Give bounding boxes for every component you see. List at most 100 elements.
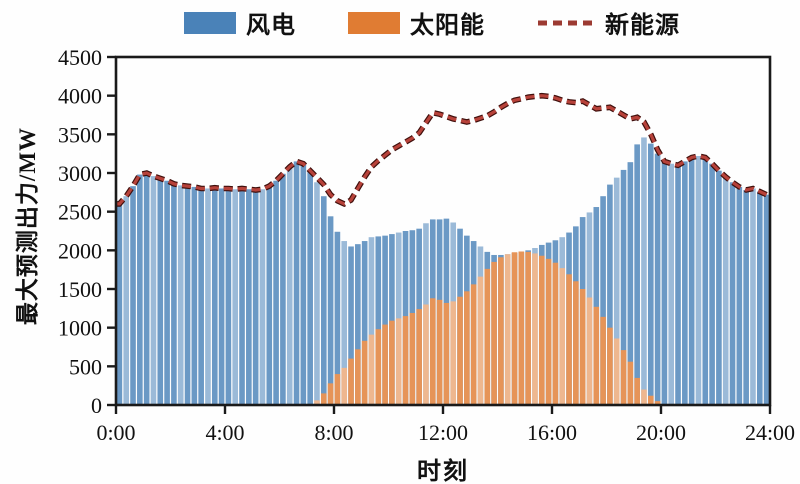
wind-bar [736, 186, 743, 405]
solar-bar [368, 334, 375, 405]
wind-bar [634, 144, 640, 405]
wind-bar [286, 166, 293, 405]
solar-bar [545, 258, 552, 405]
wind-bar [348, 246, 354, 405]
wind-bar [123, 196, 130, 405]
legend-item-wind: 风电 [184, 5, 296, 40]
x-tick-label: 16:00 [527, 420, 577, 445]
y-tick-label: 500 [69, 354, 102, 379]
new-energy-line-swatch [538, 20, 594, 25]
x-tick-label: 8:00 [314, 420, 353, 445]
wind-bar [218, 188, 225, 405]
wind-bar [164, 180, 170, 405]
solar-bar [470, 284, 477, 405]
legend-label-solar: 太阳能 [410, 13, 485, 39]
wind-bar [157, 178, 164, 405]
wind-bar [293, 161, 300, 405]
wind-bar [702, 157, 709, 405]
wind-bar [641, 137, 647, 405]
wind-bar [763, 194, 770, 405]
solar-bar [477, 276, 484, 405]
solar-bar [627, 361, 634, 405]
wind-bar [620, 169, 627, 405]
wind-bar [191, 186, 198, 405]
wind-bar [273, 180, 279, 405]
solar-bar [464, 291, 470, 405]
solar-bar [538, 255, 545, 405]
x-axis-title: 时刻 [417, 459, 469, 484]
wind-bar [743, 190, 749, 405]
wind-bar [150, 176, 157, 405]
solar-swatch [348, 11, 400, 34]
solar-bar [314, 400, 320, 405]
wind-bar [198, 188, 204, 405]
y-tick-label: 4000 [58, 84, 102, 109]
solar-bar [647, 395, 654, 405]
y-tick-label: 4500 [58, 45, 102, 70]
wind-bar [709, 163, 715, 405]
wind-bar [647, 143, 654, 406]
wind-bar [695, 155, 702, 405]
y-tick-label: 2000 [58, 238, 102, 263]
solar-bar [607, 327, 613, 405]
solar-bar [382, 324, 388, 405]
x-tick-label: 12:00 [418, 420, 468, 445]
solar-bar [525, 251, 531, 405]
y-tick-label: 2500 [58, 200, 102, 225]
solar-bar [341, 367, 348, 405]
solar-bar [429, 298, 436, 405]
solar-bar [634, 377, 640, 405]
solar-bar [573, 281, 579, 405]
solar-bar [361, 340, 368, 405]
wind-bar [716, 170, 722, 405]
wind-bar [334, 231, 341, 405]
solar-bar [491, 261, 497, 405]
solar-bar [402, 316, 409, 405]
solar-bar [532, 253, 538, 405]
wind-bar [225, 188, 232, 405]
solar-bar [559, 268, 566, 405]
chart-legend: 风电 太阳能 新能源 [184, 5, 680, 40]
new-energy-line [116, 94, 770, 206]
wind-bar [613, 177, 620, 405]
wind-bar [654, 153, 661, 405]
wind-bar [239, 188, 245, 405]
solar-bar [498, 257, 504, 405]
legend-label-wind: 风电 [246, 13, 296, 39]
x-tick-label: 4:00 [205, 420, 244, 445]
wind-bar [307, 170, 313, 405]
solar-bar [348, 358, 354, 405]
solar-bar [443, 302, 450, 405]
solar-bar [504, 254, 511, 405]
wind-bar [130, 186, 136, 405]
wind-bar [382, 235, 388, 405]
solar-bar [389, 320, 395, 405]
wind-bar [729, 182, 736, 405]
wind-bar [668, 163, 675, 405]
solar-bar [409, 312, 416, 405]
wind-bar [607, 184, 613, 405]
solar-bar [416, 309, 422, 405]
solar-bar [423, 304, 429, 405]
solar-bar [552, 262, 559, 405]
solar-bar [600, 316, 606, 405]
y-tick-label: 0 [91, 393, 102, 418]
wind-bar [137, 174, 143, 405]
solar-bar [484, 268, 491, 405]
solar-bar [613, 338, 620, 405]
solar-bar [450, 301, 457, 405]
wind-bar [259, 189, 266, 405]
solar-bar [334, 374, 341, 405]
wind-bar [205, 188, 211, 405]
wind-bar [252, 190, 259, 405]
wind-bar [341, 241, 348, 405]
x-tick-label: 20:00 [636, 420, 686, 445]
wind-swatch [184, 11, 236, 34]
legend-item-solar: 太阳能 [348, 5, 485, 40]
legend-item-new-energy: 新能源 [537, 5, 680, 40]
y-tick-label: 3500 [58, 122, 102, 147]
solar-bar [511, 252, 518, 405]
wind-bar [171, 183, 177, 405]
solar-bar [593, 306, 600, 405]
wind-bar [246, 189, 252, 405]
